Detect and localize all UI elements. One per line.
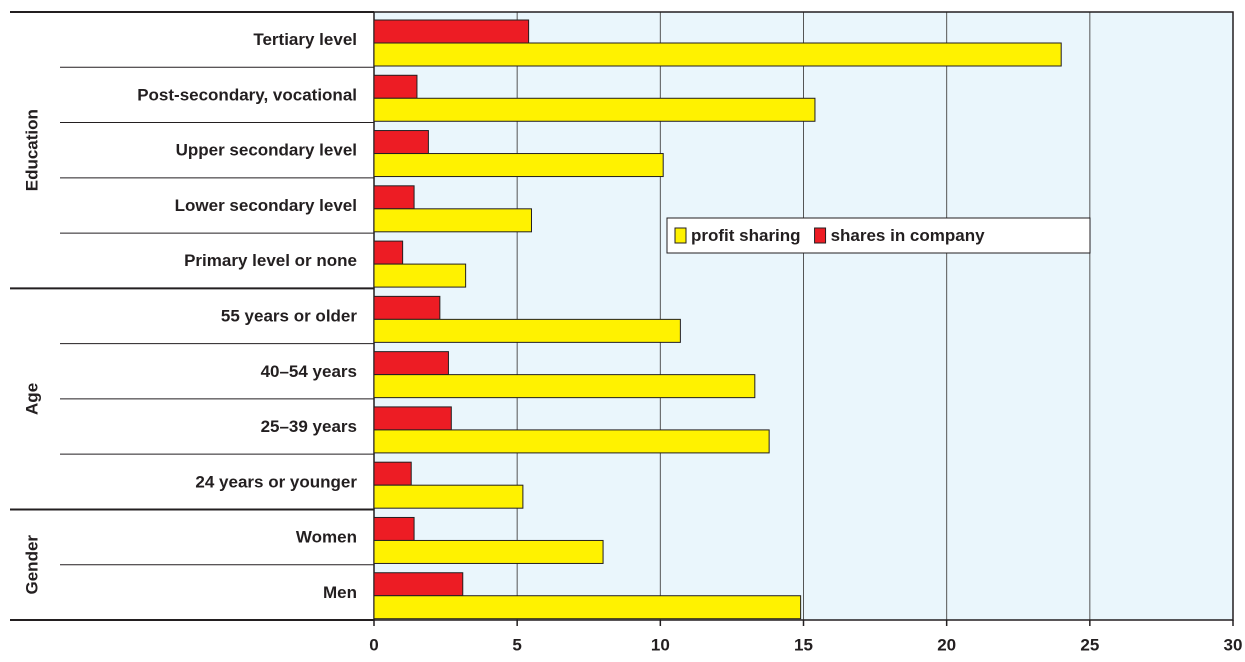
- bar: [373, 516, 415, 541]
- group-label: Gender: [22, 535, 41, 595]
- bar: [373, 208, 532, 233]
- bar: [373, 240, 404, 265]
- legend-label: profit sharing: [691, 226, 801, 245]
- category-label: 55 years or older: [221, 306, 357, 325]
- bar: [373, 351, 449, 376]
- bar: [373, 185, 415, 210]
- bar: [373, 406, 452, 431]
- bar: [373, 572, 464, 597]
- category-label: 40–54 years: [261, 362, 357, 381]
- legend: [666, 217, 1091, 254]
- category-label: 25–39 years: [261, 417, 357, 436]
- bar: [373, 263, 467, 288]
- x-tick-label: 30: [1224, 635, 1243, 654]
- x-tick-label: 20: [937, 635, 956, 654]
- category-label: Post-secondary, vocational: [137, 85, 357, 104]
- bar: [373, 461, 412, 486]
- x-tick-label: 15: [794, 635, 813, 654]
- category-label: Women: [296, 528, 357, 547]
- legend-swatch: [674, 227, 687, 244]
- bar: [373, 539, 604, 564]
- bar: [373, 318, 681, 343]
- bar: [373, 295, 441, 320]
- x-tick-label: 5: [512, 635, 521, 654]
- bar: [373, 42, 1062, 67]
- category-label: Primary level or none: [184, 251, 357, 270]
- bar: [373, 130, 429, 155]
- legend-swatch: [814, 227, 827, 244]
- bar: [373, 429, 770, 454]
- bar: [373, 484, 524, 509]
- bar: [373, 153, 664, 178]
- category-label: Tertiary level: [253, 30, 357, 49]
- bar: [373, 74, 418, 99]
- x-tick-label: 10: [651, 635, 670, 654]
- x-tick-label: 0: [369, 635, 378, 654]
- group-label: Age: [22, 383, 41, 415]
- category-label: Upper secondary level: [176, 141, 357, 160]
- legend-label: shares in company: [831, 226, 986, 245]
- bar: [373, 19, 530, 44]
- bar: [373, 97, 816, 122]
- category-label: 24 years or younger: [195, 472, 357, 491]
- bar: [373, 595, 802, 620]
- category-label: Men: [323, 583, 357, 602]
- x-tick-label: 25: [1080, 635, 1099, 654]
- group-label: Education: [22, 109, 41, 191]
- bar: [373, 374, 756, 399]
- category-label: Lower secondary level: [175, 196, 357, 215]
